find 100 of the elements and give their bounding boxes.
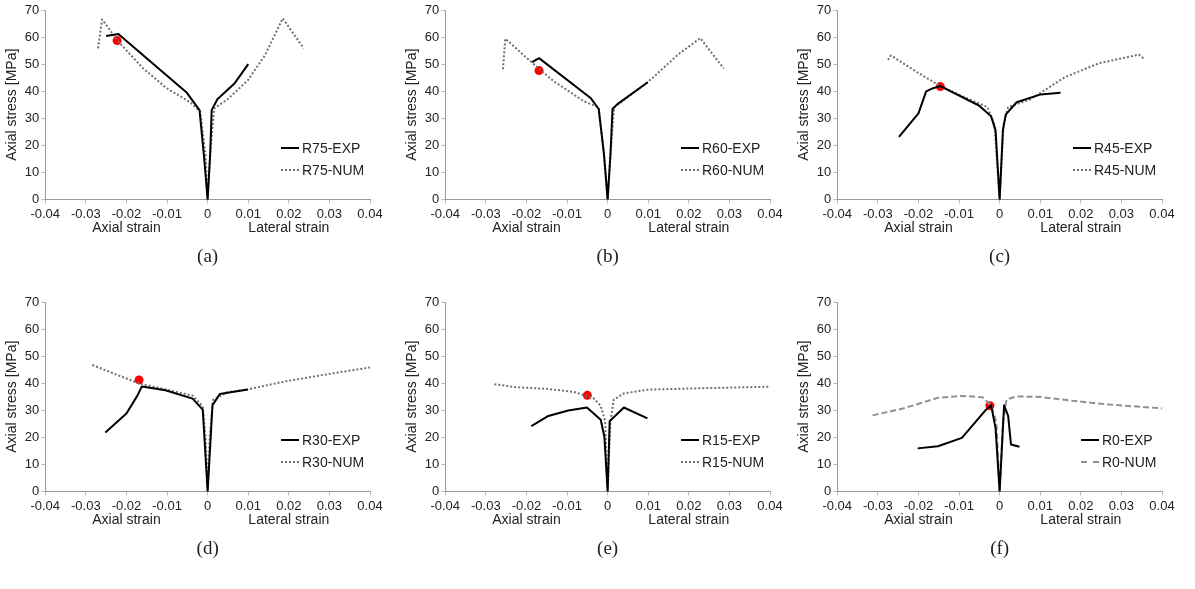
y-axis-title: Axial stress [MPa] (3, 48, 20, 161)
x-tick-label: -0.04 (822, 497, 853, 513)
x-tick-label: -0.02 (511, 497, 542, 513)
y-tick-label: 40 (816, 374, 832, 390)
x-tick-label: 0.04 (757, 205, 783, 221)
y-tick-label: 60 (424, 28, 440, 44)
x-tick-label: -0.01 (152, 497, 182, 513)
x-tick-label: -0.04 (430, 205, 461, 221)
legend-label: R15-EXP (702, 431, 761, 451)
x-tick-label: -0.02 (511, 205, 542, 221)
y-tick-label: 60 (424, 320, 440, 336)
y-tick-label: 30 (816, 109, 832, 125)
y-axis-title: Axial stress [MPa] (403, 340, 420, 453)
y-tick-label: 40 (424, 82, 440, 98)
x-tick-label: -0.03 (71, 205, 101, 221)
x-tick-label: -0.02 (903, 205, 934, 221)
legend-label: R30-EXP (302, 431, 361, 451)
y-axis-title: Axial stress [MPa] (3, 340, 20, 453)
y-axis-title: Axial stress [MPa] (795, 340, 812, 453)
x-axis-title: Axial strain (492, 511, 561, 528)
text: (d) (196, 536, 219, 559)
x-tick-label: 0.02 (676, 497, 702, 513)
x-tick-label: 0.02 (1068, 497, 1094, 513)
y-tick-label: 20 (816, 428, 832, 444)
x-tick-label: -0.04 (430, 497, 461, 513)
y-tick-label: 0 (32, 190, 40, 206)
text: Lateral strain (1040, 511, 1122, 528)
x-tick-label: -0.03 (863, 205, 893, 221)
x-tick-label: -0.03 (863, 497, 893, 513)
y-tick-label: 70 (24, 1, 40, 17)
y-axis-title: Axial stress [MPa] (795, 48, 812, 161)
x-tick-label: 0.01 (235, 497, 261, 513)
y-tick-label: 30 (816, 401, 832, 417)
y-tick-label: 50 (424, 55, 440, 71)
y-tick-label: 60 (816, 320, 832, 336)
y-tick-label: 30 (424, 109, 440, 125)
x-tick-label: -0.04 (30, 205, 61, 221)
x-tick-label: 0.03 (716, 497, 743, 513)
y-tick-label: 10 (816, 163, 832, 179)
x-tick-label: 0 (604, 497, 612, 513)
x-axis-title: Axial strain (492, 219, 561, 236)
y-tick-label: 20 (24, 136, 40, 152)
y-tick-label: 40 (424, 374, 440, 390)
y-tick-label: 20 (24, 428, 40, 444)
legend-label: R60-EXP (702, 139, 761, 159)
legend-label: R30-NUM (302, 453, 365, 473)
y-axis-title: Axial stress [MPa] (403, 48, 420, 161)
x-tick-label: -0.04 (822, 205, 853, 221)
y-tick-label: 30 (24, 401, 40, 417)
y-tick-label: 50 (424, 347, 440, 363)
y-tick-label: 70 (816, 293, 832, 309)
legend-label: R75-EXP (302, 139, 361, 159)
y-tick-label: 50 (24, 347, 40, 363)
y-tick-label: 40 (24, 374, 40, 390)
y-tick-label: 60 (24, 28, 40, 44)
y-tick-label: 70 (424, 293, 440, 309)
x-tick-label: -0.03 (71, 497, 101, 513)
text: (b) (596, 244, 619, 267)
legend-label: R60-NUM (702, 161, 765, 181)
y-tick-label: 50 (816, 55, 832, 71)
x-tick-label: -0.01 (944, 497, 974, 513)
text: Lateral strain (648, 219, 730, 236)
x-tick-label: 0.04 (1149, 205, 1175, 221)
legend-label: R15-NUM (702, 453, 765, 473)
legend-label: R75-NUM (302, 161, 365, 181)
x-tick-label: 0 (204, 205, 212, 221)
x-tick-label: 0.01 (1027, 497, 1053, 513)
x-tick-label: -0.03 (471, 205, 501, 221)
x-tick-label: 0 (996, 497, 1004, 513)
text: (a) (197, 244, 219, 267)
x-tick-label: 0.02 (276, 205, 302, 221)
x-tick-label: 0.03 (1108, 497, 1135, 513)
x-tick-label: 0.04 (1149, 497, 1175, 513)
x-tick-label: 0.04 (357, 497, 383, 513)
y-tick-label: 60 (816, 28, 832, 44)
x-tick-label: -0.01 (944, 205, 974, 221)
y-tick-label: 10 (424, 163, 440, 179)
legend-label: R0-EXP (1102, 431, 1153, 451)
y-tick-label: 0 (432, 482, 440, 498)
x-tick-label: 0 (604, 205, 612, 221)
x-tick-label: 0.01 (1027, 205, 1053, 221)
x-tick-label: -0.02 (903, 497, 934, 513)
y-tick-label: 50 (24, 55, 40, 71)
x-tick-label: -0.01 (552, 205, 582, 221)
x-tick-label: -0.04 (30, 497, 61, 513)
y-tick-label: 30 (424, 401, 440, 417)
x-tick-label: 0.03 (1108, 205, 1135, 221)
y-tick-label: 0 (32, 482, 40, 498)
x-tick-label: 0 (204, 497, 212, 513)
x-axis-title: Axial strain (884, 511, 953, 528)
y-tick-label: 0 (824, 190, 832, 206)
x-tick-label: 0.01 (635, 205, 661, 221)
y-tick-label: 10 (424, 455, 440, 471)
x-tick-label: 0.02 (1068, 205, 1094, 221)
x-tick-label: 0.01 (635, 497, 661, 513)
y-tick-label: 0 (432, 190, 440, 206)
x-tick-label: 0.01 (235, 205, 261, 221)
x-tick-label: 0.03 (316, 497, 343, 513)
y-tick-label: 60 (24, 320, 40, 336)
x-tick-label: 0.03 (716, 205, 743, 221)
